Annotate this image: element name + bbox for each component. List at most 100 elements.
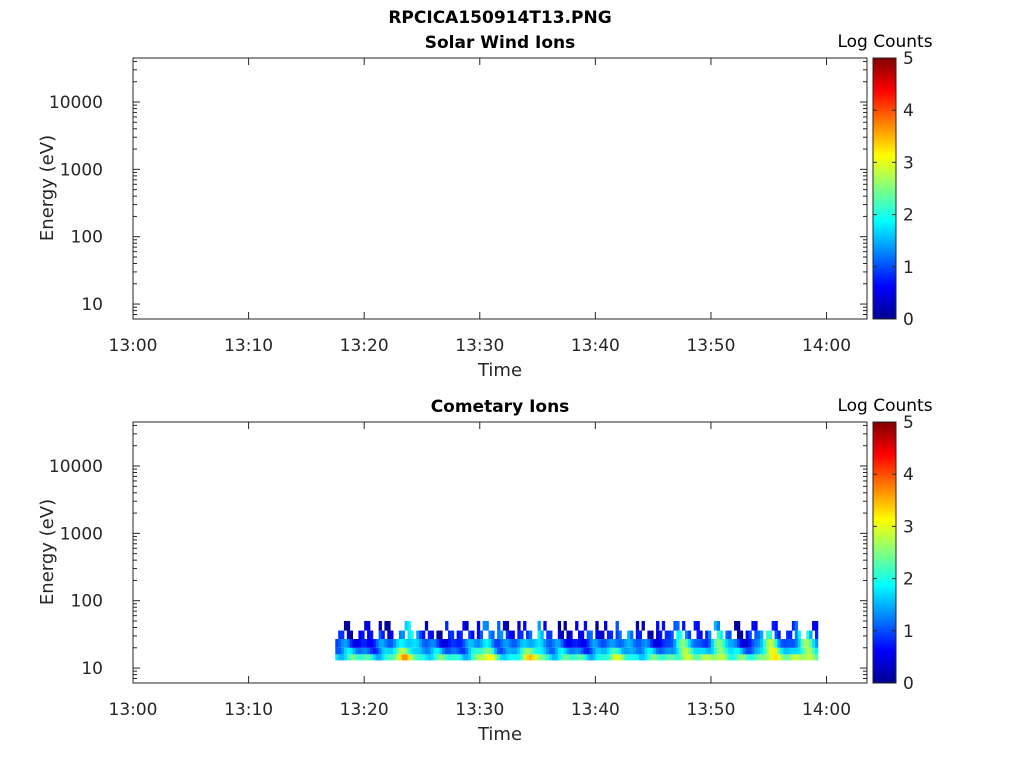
heatmap-cell <box>696 639 700 648</box>
heatmap-cell <box>367 630 371 640</box>
heatmap-cell <box>693 654 697 661</box>
heatmap-cell <box>398 639 403 648</box>
heatmap-cell <box>606 654 611 661</box>
heatmap-cell <box>488 647 492 655</box>
heatmap-cell <box>580 647 585 655</box>
heatmap-cell <box>728 654 732 661</box>
heatmap-cell <box>459 654 463 661</box>
heatmap-cell <box>375 654 380 661</box>
heatmap-cell <box>456 654 460 661</box>
heatmap-cell <box>407 620 411 631</box>
solar-wind-panel: Solar Wind Ions 13:00 13:10 13:20 13:30 13:4… <box>37 32 933 381</box>
heatmap-cell <box>656 630 660 640</box>
heatmap-cell <box>716 639 721 648</box>
heatmap-cell <box>722 647 726 655</box>
heatmap-cell <box>390 639 394 648</box>
heatmap-cell <box>413 647 417 655</box>
heatmap-cell <box>540 647 544 655</box>
heatmap-cell <box>378 620 382 631</box>
heatmap-cell <box>456 639 460 648</box>
heatmap-cell <box>745 654 749 661</box>
heatmap-cell <box>517 630 521 640</box>
heatmap-cell <box>364 639 368 648</box>
heatmap-cell <box>497 620 501 631</box>
heatmap-cell <box>514 647 518 655</box>
y-tick-label: 10 <box>81 659 103 679</box>
heatmap-cell <box>595 630 599 640</box>
heatmap-cell <box>546 639 550 648</box>
heatmap-cell <box>502 654 507 661</box>
heatmap-cell <box>395 639 400 648</box>
heatmap-cell <box>369 630 374 640</box>
heatmap-cell <box>702 647 706 655</box>
heatmap-cell <box>684 654 689 661</box>
x-tick-label: 13:20 <box>340 336 389 356</box>
heatmap-cell <box>734 647 738 655</box>
heatmap-cell <box>754 654 758 661</box>
heatmap-cell <box>788 630 793 640</box>
heatmap-cell <box>338 639 342 648</box>
heatmap-cell <box>739 647 744 655</box>
heatmap-cell <box>757 654 761 661</box>
heatmap-cell <box>479 639 484 648</box>
x-tick-label: 14:00 <box>802 700 851 720</box>
heatmap-cell <box>352 639 356 648</box>
heatmap-cell <box>445 654 449 661</box>
heatmap-cell <box>505 647 510 655</box>
heatmap-cell <box>604 620 608 631</box>
heatmap-cell <box>517 639 521 648</box>
heatmap-cell <box>563 620 567 631</box>
heatmap-cell <box>716 654 721 661</box>
heatmap-cell <box>471 647 475 655</box>
heatmap-cell <box>586 647 590 655</box>
heatmap-cell <box>505 639 510 648</box>
heatmap-cell <box>465 639 469 648</box>
heatmap-cell <box>436 654 440 661</box>
heatmap-cell <box>791 654 796 661</box>
heatmap-cell <box>546 647 550 655</box>
heatmap-cell <box>563 639 567 648</box>
heatmap-cell <box>800 654 804 661</box>
heatmap-cell <box>395 647 400 655</box>
heatmap-cell <box>592 654 596 661</box>
heatmap-cell <box>369 654 374 661</box>
x-tick-label: 13:30 <box>455 336 504 356</box>
heatmap-cell <box>728 630 732 640</box>
heatmap-cell <box>612 654 616 661</box>
heatmap-cell <box>719 639 723 648</box>
heatmap-cell <box>543 639 547 648</box>
heatmap-cell <box>560 639 564 648</box>
heatmap-cell <box>471 654 475 661</box>
heatmap-cell <box>453 654 458 661</box>
heatmap-cell <box>569 630 573 640</box>
y-axis-label: Energy (eV) <box>37 135 58 241</box>
heatmap-cell <box>777 647 781 655</box>
heatmap-cell <box>346 630 351 640</box>
heatmap-cell <box>765 654 770 661</box>
heatmap-cell <box>630 630 634 640</box>
heatmap-cell <box>549 654 553 661</box>
heatmap-cell <box>690 654 695 661</box>
heatmap-cell <box>676 620 680 631</box>
heatmap-cell <box>595 620 599 631</box>
heatmap-cell <box>355 647 359 655</box>
colorbar: 0 1 2 3 4 5 <box>872 49 914 330</box>
heatmap-cell <box>485 654 489 661</box>
heatmap-cell <box>667 639 671 648</box>
heatmap-cell <box>598 630 602 640</box>
heatmap-cell <box>705 647 709 655</box>
heatmap-cell <box>468 647 472 655</box>
heatmap-cell <box>606 639 611 648</box>
axes: 13:00 13:10 13:20 13:30 13:40 13:50 14:00 10 100… <box>49 57 868 356</box>
heatmap-cell <box>430 654 434 661</box>
heatmap-cell <box>783 654 787 661</box>
heatmap-cell <box>476 654 481 661</box>
heatmap-cell <box>338 647 342 655</box>
heatmap-cell <box>604 639 608 648</box>
heatmap-cell <box>546 654 550 661</box>
heatmap-cell <box>462 654 466 661</box>
heatmap-cell <box>369 647 374 655</box>
heatmap-cell <box>390 630 394 640</box>
heatmap-cell <box>523 639 527 648</box>
